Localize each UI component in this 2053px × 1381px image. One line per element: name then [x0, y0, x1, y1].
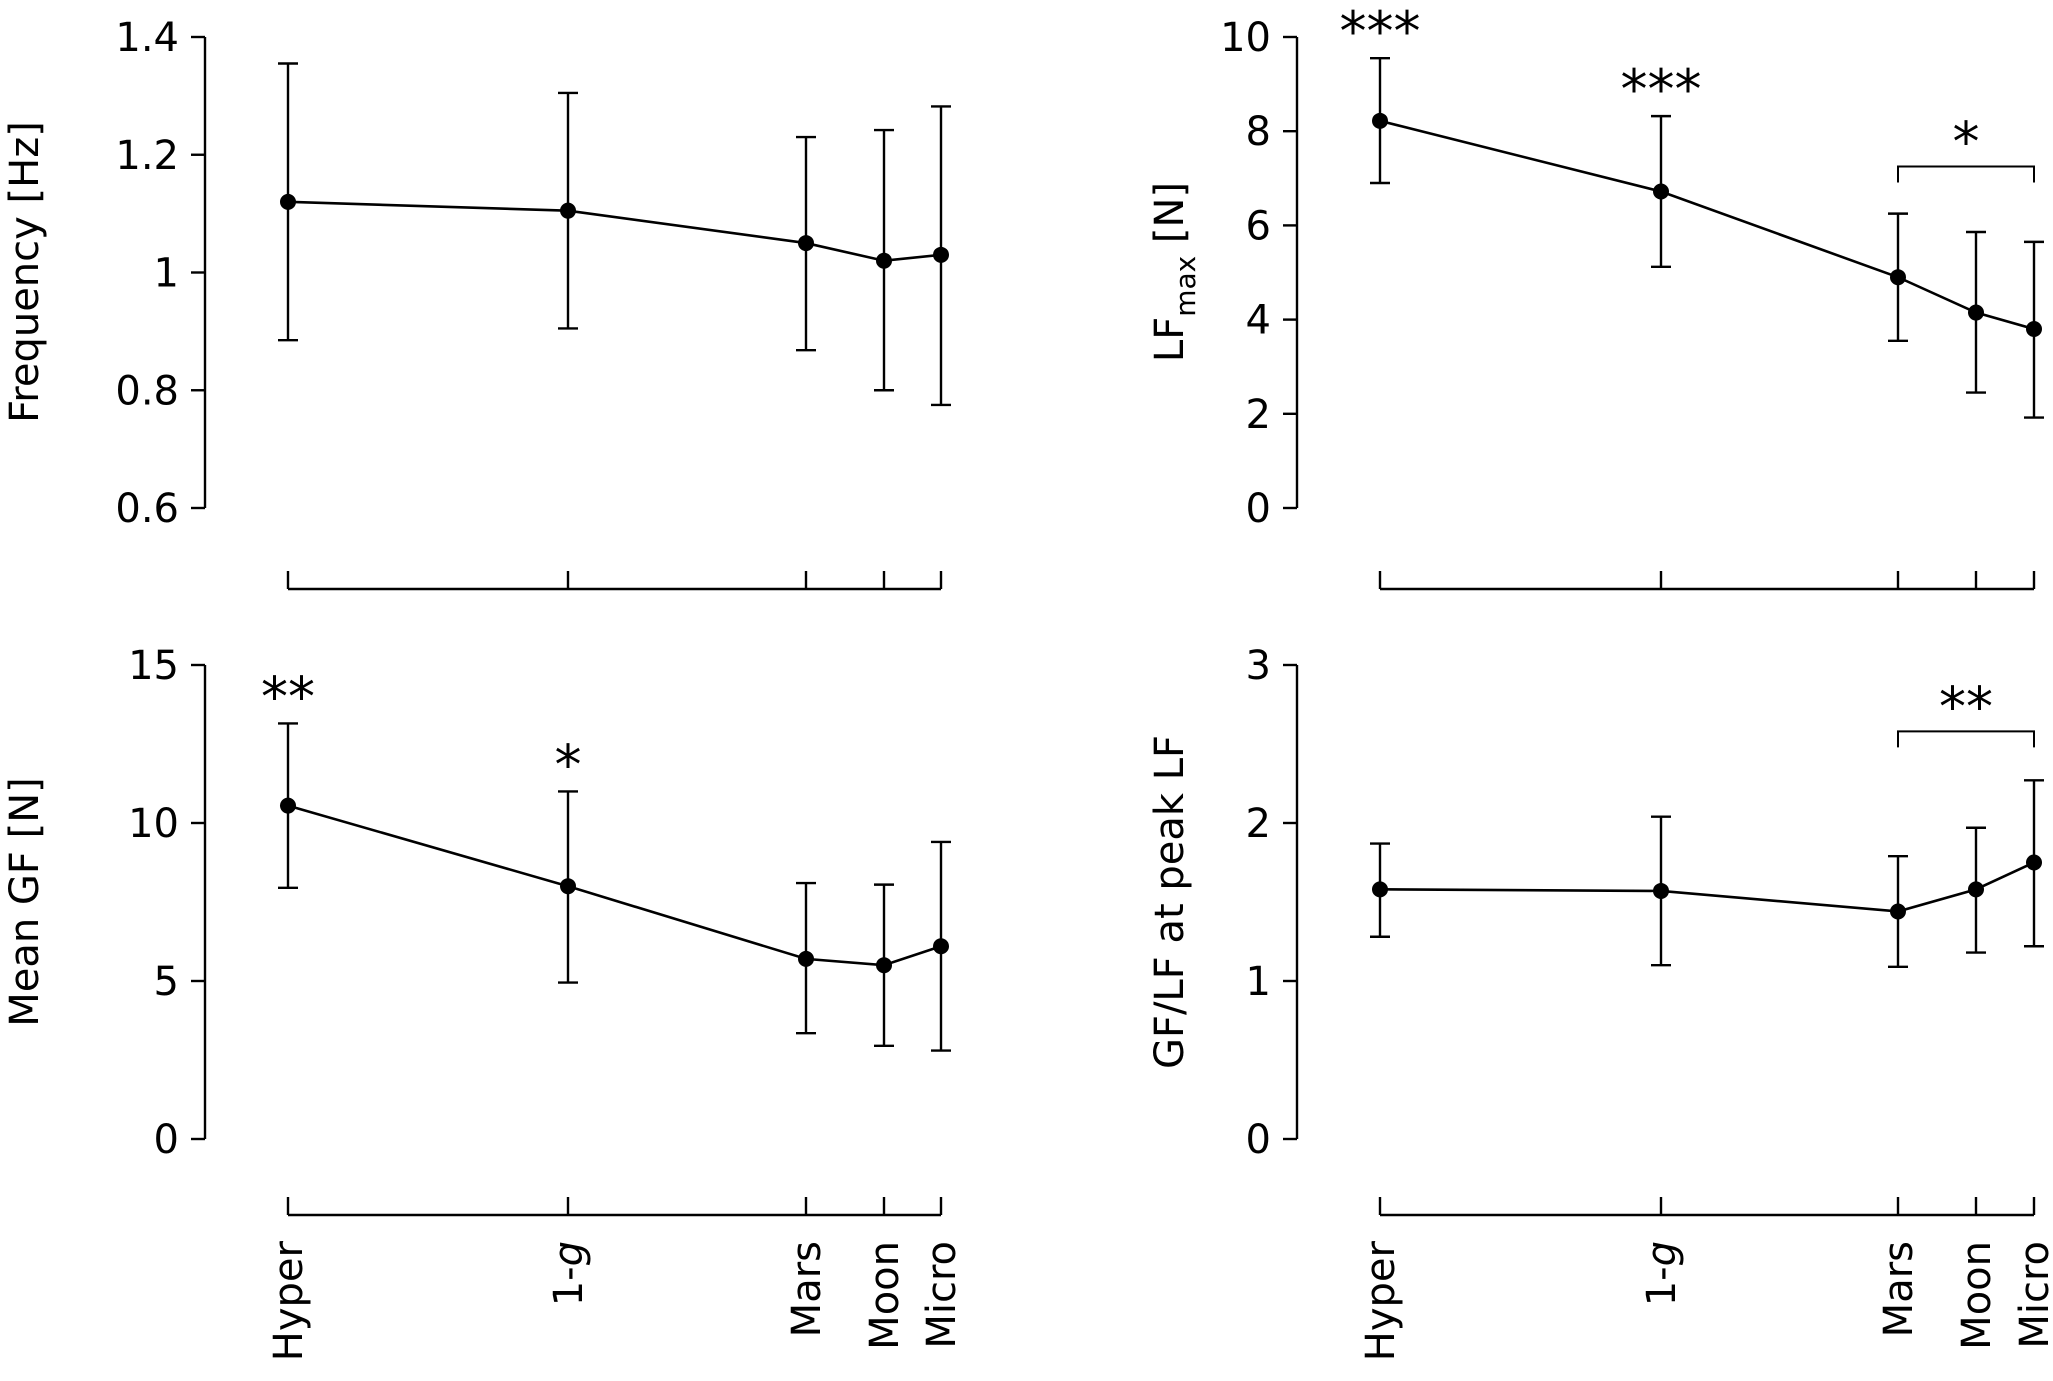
series-line [1379, 861, 2035, 913]
y-tick-label: 2 [1246, 392, 1271, 438]
panel-frequency: 0.6 0.8 1 1.2 1.4 Frequency [Hz] [2, 15, 951, 591]
data-point [1372, 112, 1388, 129]
significance-bracket [1897, 730, 2035, 748]
y-tick-label: 0.6 [115, 486, 179, 532]
series-line [287, 804, 942, 967]
x-tick-label-italic: g [546, 1241, 592, 1266]
x-tick-label: Micro [919, 1241, 965, 1349]
data-point [876, 957, 892, 974]
significance-marker: *** [1340, 0, 1421, 63]
y-axis-title-main: LF [1147, 317, 1193, 362]
data-point [1653, 882, 1669, 899]
data-point [933, 938, 949, 955]
significance-marker: * [555, 733, 582, 796]
y-axis-title-main: GF/LF at peak LF [1147, 735, 1193, 1069]
y-axis-title-suffix: [N] [1147, 182, 1193, 256]
y-axis-title: Mean GF [N] [2, 777, 48, 1027]
data-point [2026, 854, 2042, 871]
y-tick-label: 8 [1246, 109, 1271, 155]
data-point [798, 235, 814, 252]
panel-gflf: 0 1 2 3 GF/LF at peak LF Hyper 1-g Mars Moon Micr… [1147, 643, 2053, 1361]
x-tick-label-text: Moon [862, 1241, 908, 1350]
x-tick-label: Micro [2012, 1241, 2053, 1349]
x-tick-label-text: Mars [784, 1241, 830, 1337]
y-axis-title: Frequency [Hz] [2, 121, 48, 423]
y-tick-label: 1 [1246, 959, 1271, 1005]
x-tick-label: Hyper [266, 1240, 312, 1361]
data-point [1653, 183, 1669, 200]
y-tick-label: 5 [154, 959, 179, 1005]
series-line [1379, 119, 2035, 331]
x-tick-label-text: Micro [2012, 1241, 2053, 1349]
x-tick-label-text: 1- [1639, 1266, 1685, 1306]
y-tick-label: 6 [1246, 203, 1271, 249]
significance-bracket [1897, 165, 2035, 183]
significance-marker: ** [261, 665, 315, 728]
data-point [798, 950, 814, 967]
y-axis-title-main: Mean GF [N] [2, 777, 48, 1027]
y-tick-label: 0.8 [115, 368, 179, 414]
y-tick-label: 10 [1220, 15, 1271, 61]
y-tick-label: 1 [154, 251, 179, 297]
bracket-marker: * [1953, 111, 1980, 174]
y-tick-label: 1.2 [115, 133, 179, 179]
data-point [280, 797, 296, 814]
data-point [1372, 881, 1388, 898]
y-tick-label: 4 [1246, 298, 1271, 344]
x-tick-label-text: Mars [1876, 1241, 1922, 1337]
data-point [2026, 321, 2042, 338]
y-axis-title: LFmax [N] [1147, 182, 1202, 362]
x-tick-label: Mars [784, 1241, 830, 1337]
x-tick-label: Hyper [1358, 1240, 1404, 1361]
significance-marker: *** [1621, 58, 1702, 121]
y-tick-label: 10 [128, 801, 179, 847]
x-tick-label-text: 1- [546, 1266, 592, 1306]
x-tick-label-text: Micro [919, 1241, 965, 1349]
x-tick-label: 1-g [1639, 1241, 1685, 1306]
x-tick-label-text: Hyper [266, 1240, 312, 1361]
data-point [1890, 269, 1906, 286]
x-tick-label: Moon [862, 1241, 908, 1350]
y-tick-label: 1.4 [115, 15, 179, 61]
y-tick-label: 0 [154, 1117, 179, 1163]
x-tick-label-text: Hyper [1358, 1240, 1404, 1361]
x-tick-label: 1-g [546, 1241, 592, 1306]
data-point [1968, 881, 1984, 898]
data-point [876, 252, 892, 269]
x-tick-label-text: Moon [1954, 1241, 2000, 1350]
y-tick-label: 3 [1246, 643, 1271, 689]
y-tick-label: 2 [1246, 801, 1271, 847]
y-axis-title: GF/LF at peak LF [1147, 735, 1193, 1069]
series-line [287, 200, 942, 263]
data-point [933, 246, 949, 263]
y-tick-label: 0 [1246, 486, 1271, 532]
x-tick-label: Mars [1876, 1241, 1922, 1337]
y-tick-label: 0 [1246, 1117, 1271, 1163]
y-tick-label: 15 [128, 643, 179, 689]
data-point [280, 193, 296, 210]
bracket-marker: ** [1939, 675, 1993, 738]
data-point [560, 878, 576, 895]
y-axis-title-subscript: max [1169, 256, 1202, 317]
y-axis-title-main: Frequency [Hz] [2, 121, 48, 423]
data-point [560, 202, 576, 219]
x-tick-label: Moon [1954, 1241, 2000, 1350]
x-tick-label-italic: g [1639, 1241, 1685, 1266]
data-point [1968, 304, 1984, 321]
data-point [1890, 903, 1906, 920]
